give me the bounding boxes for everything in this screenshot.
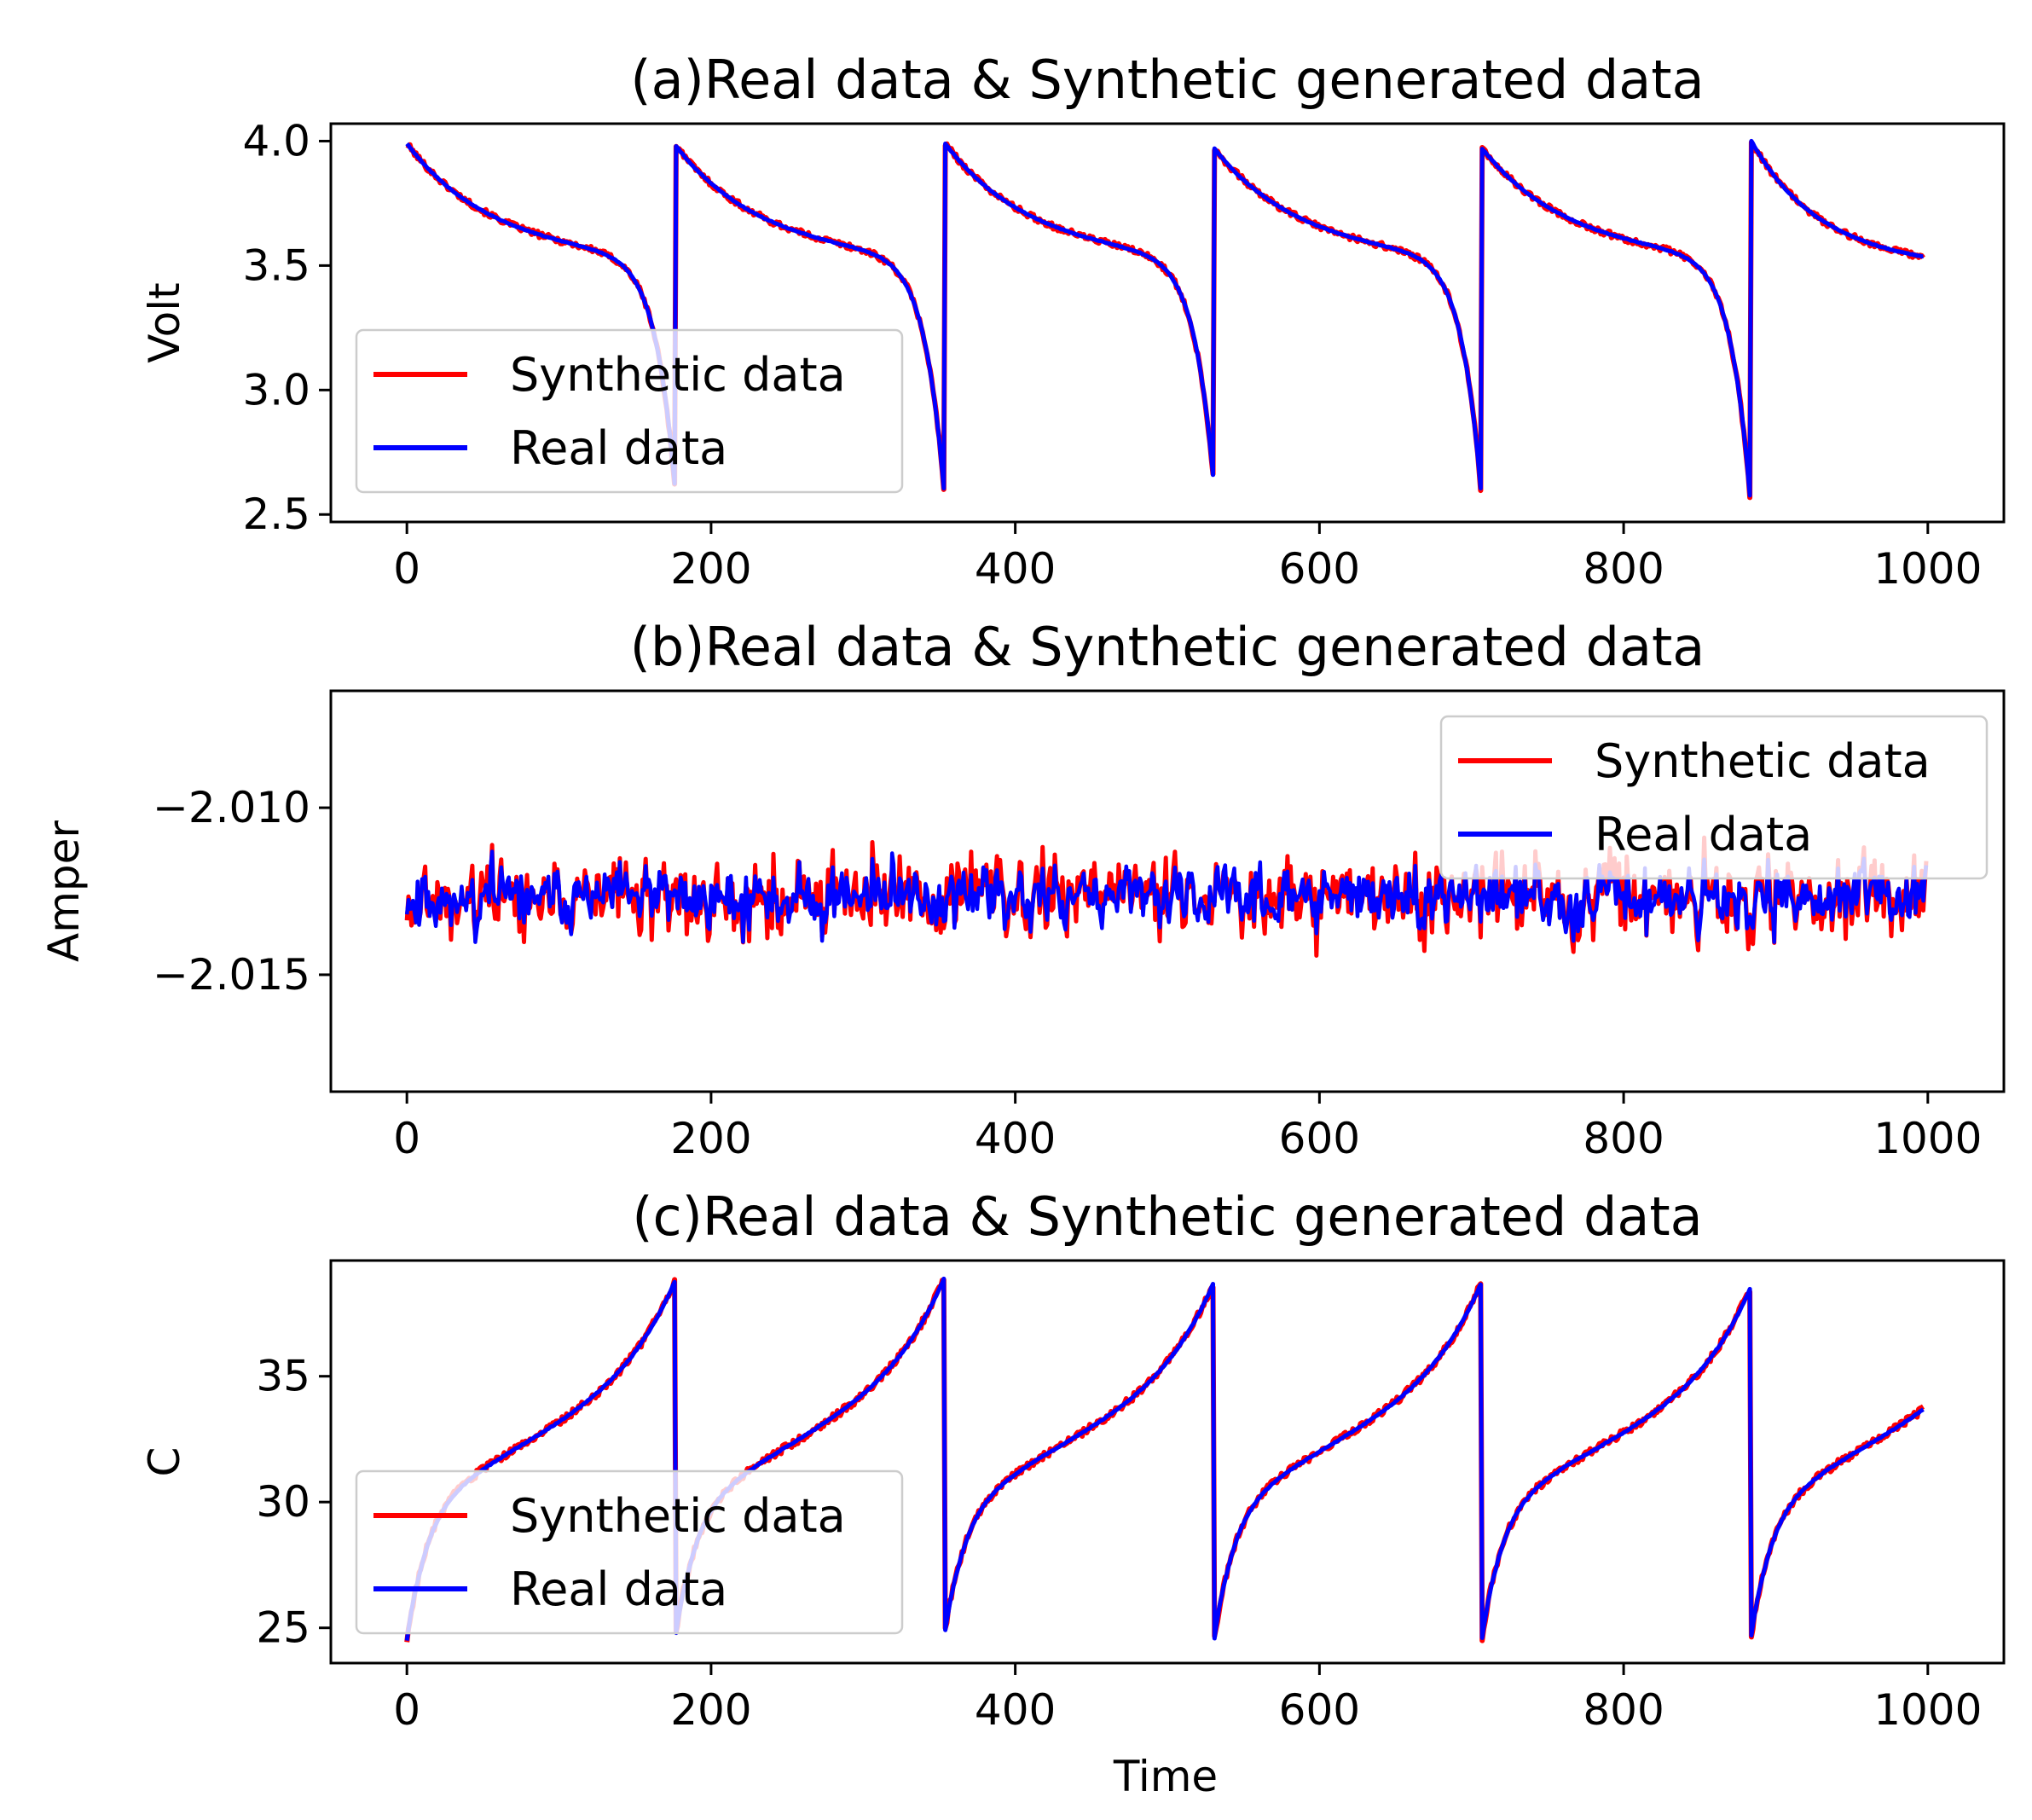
legend-label-real: Real data — [510, 1562, 727, 1616]
y-tick-label: 25 — [256, 1603, 310, 1653]
subplot-lines — [404, 1276, 1925, 1643]
y-axis-label: Volt — [140, 282, 189, 362]
x-tick-label: 0 — [393, 1114, 420, 1163]
series-real-data — [404, 849, 1929, 944]
legend: Synthetic data Real data — [355, 328, 904, 494]
x-tick-label: 600 — [1279, 1114, 1360, 1163]
y-tick-label: 2.5 — [242, 490, 310, 539]
x-tick-label: 800 — [1583, 1114, 1664, 1163]
y-tick-label: 3.0 — [242, 365, 310, 414]
x-tick-label: 400 — [975, 544, 1056, 594]
x-tick-label: 1000 — [1873, 1685, 1982, 1735]
axes-frame — [329, 689, 2006, 1093]
subplot-lines — [404, 835, 1929, 958]
legend-frame — [1439, 715, 1989, 880]
legend-label-real: Real data — [1595, 808, 1812, 861]
y-tick-label: 3.5 — [242, 241, 310, 290]
subplot-b: (b)Real data & Synthetic generated data 0… — [39, 616, 2006, 1163]
subplot-title: (c)Real data & Synthetic generated data — [632, 1185, 1702, 1248]
x-tick-label: 600 — [1279, 544, 1360, 594]
x-tick-label: 0 — [393, 544, 420, 594]
x-tick-label: 800 — [1583, 1685, 1664, 1735]
x-tick-label: 200 — [670, 1114, 751, 1163]
legend: Synthetic data Real data — [355, 1469, 904, 1635]
y-tick-label: 4.0 — [242, 116, 310, 165]
legend-frame — [355, 1469, 904, 1635]
y-tick-label: −2.010 — [153, 783, 310, 832]
subplot-a: (a)Real data & Synthetic generated data 0… — [140, 49, 2006, 594]
x-tick-label: 800 — [1583, 544, 1664, 594]
legend-label-synthetic: Synthetic data — [510, 1489, 846, 1543]
subplot-c: (c)Real data & Synthetic generated data 0… — [140, 1185, 2006, 1735]
x-tick-label: 400 — [975, 1114, 1056, 1163]
legend: Synthetic data Real data — [1439, 715, 1989, 880]
y-tick-label: −2.015 — [153, 950, 310, 1000]
subplot-title: (b)Real data & Synthetic generated data — [630, 616, 1705, 678]
x-tick-label: 400 — [975, 1685, 1056, 1735]
plots: (a)Real data & Synthetic generated data 0… — [39, 49, 2006, 1735]
figure-x-label: Time — [1113, 1752, 1218, 1801]
x-tick-label: 1000 — [1873, 544, 1982, 594]
y-axis-label: Amper — [39, 820, 89, 962]
series-real-data — [404, 1276, 1925, 1641]
x-tick-label: 0 — [393, 1685, 420, 1735]
legend-frame — [355, 328, 904, 494]
subplot-title: (a)Real data & Synthetic generated data — [630, 49, 1704, 111]
axes-frame — [329, 122, 2006, 524]
axes-frame — [329, 1259, 2006, 1665]
x-tick-label: 200 — [670, 1685, 751, 1735]
x-tick-label: 1000 — [1873, 1114, 1982, 1163]
legend-label-synthetic: Synthetic data — [1595, 734, 1931, 788]
x-tick-label: 600 — [1279, 1685, 1360, 1735]
y-tick-label: 30 — [256, 1477, 310, 1527]
y-axis-label: C — [140, 1447, 189, 1477]
x-tick-label: 200 — [670, 544, 751, 594]
y-tick-label: 35 — [256, 1352, 310, 1401]
legend-label-synthetic: Synthetic data — [510, 348, 846, 402]
legend-label-real: Real data — [510, 421, 727, 475]
